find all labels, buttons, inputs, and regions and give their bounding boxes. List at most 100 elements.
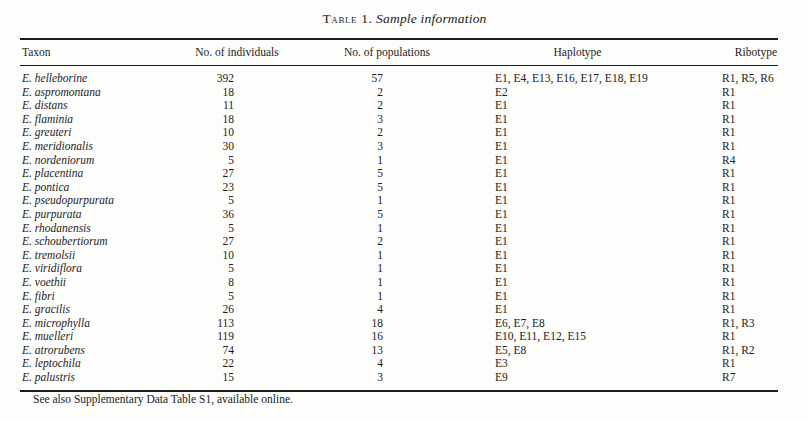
- cell-taxon: E. meridionalis: [20, 140, 182, 154]
- cell-taxon: E. atrorubens: [20, 344, 182, 358]
- cell-populations: 16: [292, 330, 442, 344]
- sample-information-table: TaxonNo. of individualsNo. of population…: [20, 38, 778, 392]
- cell-taxon: E. aspromontana: [20, 86, 182, 100]
- table-row: E. aspromontana182E2R1: [20, 86, 778, 100]
- cell-individuals: 8: [182, 276, 292, 290]
- table-title-label: Table 1.: [322, 11, 372, 26]
- cell-haplotype: E1: [442, 262, 713, 276]
- cell-ribotype: R1: [713, 357, 778, 371]
- cell-populations: 3: [292, 371, 442, 391]
- cell-ribotype: R1: [713, 262, 778, 276]
- cell-individuals: 74: [182, 344, 292, 358]
- cell-haplotype: E1: [442, 181, 713, 195]
- cell-haplotype: E1: [442, 208, 713, 222]
- table-row: E. greuteri102E1R1: [20, 126, 778, 140]
- table-body: E. helleborine39257E1, E4, E13, E16, E17…: [20, 66, 778, 391]
- cell-haplotype: E5, E8: [442, 344, 713, 358]
- cell-haplotype: E1: [442, 235, 713, 249]
- column-header-taxon: Taxon: [20, 39, 182, 66]
- cell-populations: 1: [292, 194, 442, 208]
- cell-haplotype: E3: [442, 357, 713, 371]
- cell-ribotype: R1: [713, 167, 778, 181]
- cell-populations: 1: [292, 262, 442, 276]
- cell-populations: 3: [292, 140, 442, 154]
- table-row: E. microphylla11318E6, E7, E8R1, R3: [20, 317, 778, 331]
- cell-taxon: E. tremolsii: [20, 249, 182, 263]
- cell-ribotype: R1: [713, 276, 778, 290]
- cell-taxon: E. muelleri: [20, 330, 182, 344]
- cell-individuals: 10: [182, 249, 292, 263]
- table-row: E. gracilis264E1R1: [20, 303, 778, 317]
- cell-ribotype: R1: [713, 290, 778, 304]
- cell-populations: 1: [292, 154, 442, 168]
- cell-haplotype: E1: [442, 290, 713, 304]
- cell-individuals: 113: [182, 317, 292, 331]
- cell-individuals: 15: [182, 371, 292, 391]
- cell-ribotype: R1: [713, 249, 778, 263]
- column-header-haplotype: Haplotype: [442, 39, 713, 66]
- cell-haplotype: E1: [442, 99, 713, 113]
- cell-taxon: E. flaminia: [20, 113, 182, 127]
- cell-individuals: 36: [182, 208, 292, 222]
- cell-taxon: E. rhodanensis: [20, 222, 182, 236]
- cell-ribotype: R7: [713, 371, 778, 391]
- cell-populations: 1: [292, 249, 442, 263]
- table-title-caption: Sample information: [376, 11, 486, 26]
- cell-ribotype: R1, R2: [713, 344, 778, 358]
- cell-individuals: 30: [182, 140, 292, 154]
- table-row: E. fibri51E1R1: [20, 290, 778, 304]
- table-header: TaxonNo. of individualsNo. of population…: [20, 39, 778, 66]
- cell-ribotype: R1: [713, 235, 778, 249]
- cell-populations: 18: [292, 317, 442, 331]
- table-header-row: TaxonNo. of individualsNo. of population…: [20, 39, 778, 66]
- cell-taxon: E. voethii: [20, 276, 182, 290]
- cell-individuals: 26: [182, 303, 292, 317]
- cell-individuals: 27: [182, 235, 292, 249]
- cell-taxon: E. placentina: [20, 167, 182, 181]
- cell-individuals: 5: [182, 290, 292, 304]
- table-row: E. tremolsii101E1R1: [20, 249, 778, 263]
- cell-individuals: 27: [182, 167, 292, 181]
- cell-haplotype: E1: [442, 154, 713, 168]
- cell-taxon: E. gracilis: [20, 303, 182, 317]
- cell-populations: 2: [292, 86, 442, 100]
- table-row: E. meridionalis303E1R1: [20, 140, 778, 154]
- cell-populations: 5: [292, 208, 442, 222]
- cell-populations: 4: [292, 303, 442, 317]
- column-header-individuals: No. of individuals: [182, 39, 292, 66]
- document-page: Table 1. Sample information TaxonNo. of …: [0, 0, 809, 422]
- cell-individuals: 119: [182, 330, 292, 344]
- cell-haplotype: E6, E7, E8: [442, 317, 713, 331]
- cell-populations: 1: [292, 290, 442, 304]
- cell-taxon: E. schoubertiorum: [20, 235, 182, 249]
- table-row: E. leptochila224E3R1: [20, 357, 778, 371]
- cell-haplotype: E1: [442, 249, 713, 263]
- table-row: E. nordeniorum51E1R4: [20, 154, 778, 168]
- cell-taxon: E. pseudopurpurata: [20, 194, 182, 208]
- cell-ribotype: R1: [713, 222, 778, 236]
- cell-individuals: 18: [182, 113, 292, 127]
- cell-taxon: E. purpurata: [20, 208, 182, 222]
- cell-individuals: 5: [182, 222, 292, 236]
- table-title: Table 1. Sample information: [0, 11, 809, 27]
- table-row: E. voethii81E1R1: [20, 276, 778, 290]
- cell-ribotype: R1: [713, 86, 778, 100]
- cell-ribotype: R1: [713, 208, 778, 222]
- cell-individuals: 5: [182, 262, 292, 276]
- cell-haplotype: E1: [442, 167, 713, 181]
- cell-haplotype: E1: [442, 140, 713, 154]
- cell-populations: 3: [292, 113, 442, 127]
- cell-ribotype: R1: [713, 194, 778, 208]
- cell-populations: 4: [292, 357, 442, 371]
- table-row: E. atrorubens7413E5, E8R1, R2: [20, 344, 778, 358]
- table-row: E. palustris153E9R7: [20, 371, 778, 391]
- column-header-populations: No. of populations: [292, 39, 442, 66]
- table-row: E. flaminia183E1R1: [20, 113, 778, 127]
- cell-taxon: E. nordeniorum: [20, 154, 182, 168]
- cell-ribotype: R1, R5, R6: [713, 66, 778, 86]
- table-row: E. distans112E1R1: [20, 99, 778, 113]
- cell-haplotype: E1, E4, E13, E16, E17, E18, E19: [442, 66, 713, 86]
- cell-populations: 5: [292, 181, 442, 195]
- table-row: E. viridiflora51E1R1: [20, 262, 778, 276]
- cell-individuals: 22: [182, 357, 292, 371]
